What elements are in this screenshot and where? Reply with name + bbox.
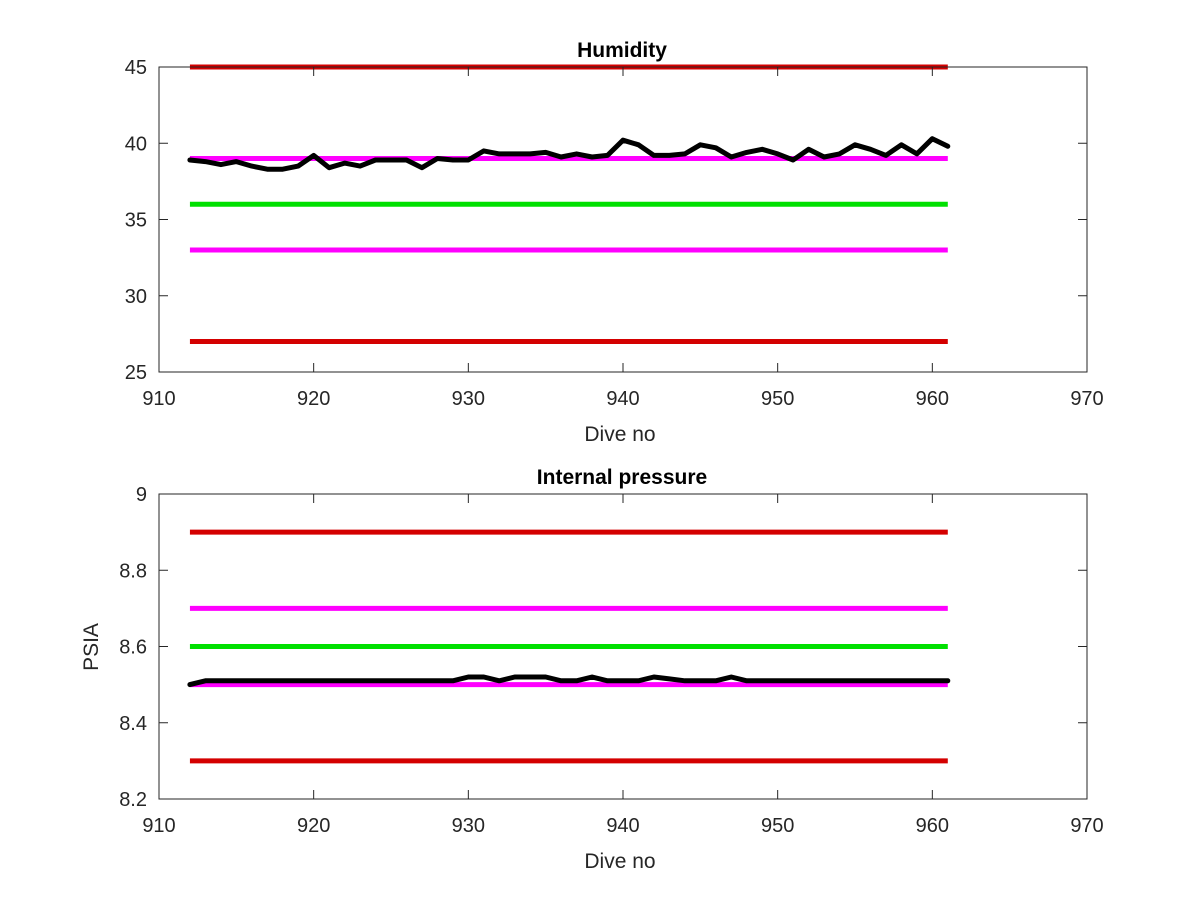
x-tick-label: 930 [452, 388, 485, 410]
y-tick-label: 30 [125, 286, 147, 308]
data-series-line [187, 136, 951, 172]
x-tick-label: 910 [142, 388, 175, 410]
x-tick-label: 920 [297, 388, 330, 410]
y-tick-label: 35 [125, 210, 147, 232]
y-tick-label: 25 [125, 362, 147, 384]
x-axis-label: Dive no [584, 850, 655, 873]
humidity-chart: Humidity Dive no 910 920 930 940 950 960 970 25… [125, 39, 1104, 446]
x-tick-label: 910 [142, 815, 175, 837]
y-tick-label: 8.8 [119, 560, 147, 582]
y-tick-label: 8.2 [119, 789, 147, 811]
internal-pressure-chart: Internal pressure Dive no PSIA 910 920 930… [80, 466, 1104, 873]
y-tick-label: 8.6 [119, 637, 147, 659]
x-tick-label: 960 [916, 815, 949, 837]
x-tick-label: 940 [606, 815, 639, 837]
y-tick-label: 8.4 [119, 713, 147, 735]
chart-title: Humidity [577, 39, 667, 62]
axes-box [158, 66, 1088, 373]
x-tick-label: 960 [916, 388, 949, 410]
x-tick-label: 940 [606, 388, 639, 410]
x-tick-label: 920 [297, 815, 330, 837]
data-series-line [187, 674, 951, 688]
y-tick-label: 45 [125, 57, 147, 79]
x-tick-label: 950 [761, 388, 794, 410]
x-tick-label: 930 [452, 815, 485, 837]
y-tick-label: 9 [136, 484, 147, 506]
x-tick-label: 950 [761, 815, 794, 837]
chart-title: Internal pressure [537, 466, 707, 489]
x-tick-label: 970 [1070, 815, 1103, 837]
y-axis-label: PSIA [80, 623, 103, 671]
x-tick-label: 970 [1070, 388, 1103, 410]
x-axis-label: Dive no [584, 423, 655, 446]
y-tick-label: 40 [125, 133, 147, 155]
